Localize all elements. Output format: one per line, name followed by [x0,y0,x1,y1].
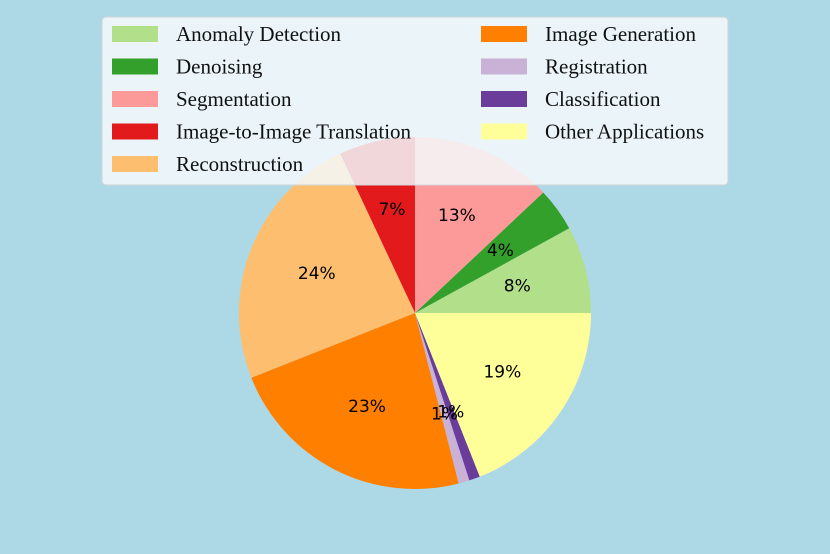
legend-label-registration: Registration [545,55,648,79]
legend-swatch-registration [481,58,527,75]
pie-slices [238,137,591,489]
pie-slice-other-applications [415,313,591,477]
legend-swatch-anomaly-detection [112,26,158,42]
legend-box [101,16,729,186]
pie-label-reconstruction: 24% [298,264,336,284]
pie-label-classification: 1% [437,402,464,422]
pie-label-registration: 1% [431,404,458,424]
pie-slice-image-generation [251,313,459,489]
legend-swatch-other-applications [481,123,527,140]
legend-swatch-reconstruction [112,156,158,172]
pie-label-other-applications: 19% [483,362,521,382]
pie-label-denoising: 4% [487,241,514,261]
pie-slice-classification [415,313,480,481]
pie-slice-denoising [415,192,570,313]
legend-label-other-applications: Other Applications [545,120,704,144]
pie-slice-registration [415,313,470,484]
legend-label-image-to-image-translation: Image-to-Image Translation [176,120,412,144]
legend-label-classification: Classification [545,87,661,111]
pie-slice-reconstruction [238,153,415,378]
legend-swatch-segmentation [112,91,158,107]
legend-swatch-image-generation [481,26,527,42]
legend-swatch-denoising [112,58,158,75]
pie-slice-anomaly-detection [415,228,591,313]
pie-label-image-to-image-translation: 7% [378,200,405,220]
legend-label-anomaly-detection: Anomaly Detection [176,22,342,46]
pie-percent-labels: 8% 4% 13% 7% 24% 23% 1%1% 19% [298,200,531,424]
legend-label-segmentation: Segmentation [176,87,292,111]
pie-label-segmentation: 13% [438,206,476,226]
legend-swatch-classification [481,91,527,107]
legend-label-reconstruction: Reconstruction [176,152,304,176]
legend-label-denoising: Denoising [176,55,263,79]
legend-label-image-generation: Image Generation [545,22,697,46]
pie-label-anomaly-detection: 8% [504,277,531,297]
pie-label-image-generation: 23% [348,397,386,417]
legend-swatch-image-to-image-translation [112,123,158,140]
legend: Anomaly Detection Denoising Segmentation Im… [101,16,729,186]
